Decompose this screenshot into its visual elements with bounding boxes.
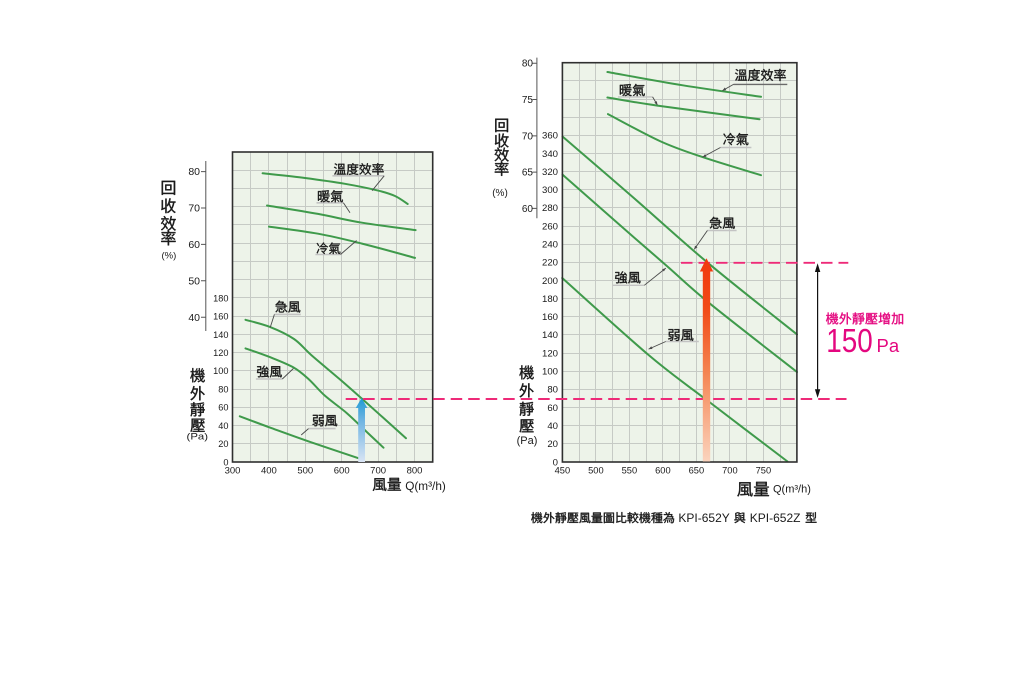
svg-text:Pa: Pa (877, 335, 900, 356)
svg-text:60: 60 (522, 204, 534, 215)
svg-text:20: 20 (547, 439, 558, 450)
svg-text:80: 80 (188, 166, 200, 178)
svg-text:300: 300 (225, 466, 241, 477)
svg-text:600: 600 (655, 466, 671, 476)
svg-text:300: 300 (542, 185, 558, 196)
svg-text:700: 700 (722, 466, 738, 476)
svg-text:500: 500 (297, 466, 313, 477)
svg-text:200: 200 (542, 276, 558, 287)
svg-text:120: 120 (213, 348, 228, 358)
svg-text:70: 70 (522, 131, 534, 142)
svg-text:160: 160 (542, 312, 558, 323)
svg-text:65: 65 (522, 168, 534, 179)
svg-text:160: 160 (213, 312, 228, 322)
svg-text:60: 60 (188, 239, 200, 251)
svg-text:40: 40 (188, 312, 200, 324)
svg-text:KPI-652Y: KPI-652Y (678, 511, 729, 525)
svg-text:700: 700 (370, 466, 386, 477)
svg-text:100: 100 (542, 367, 558, 378)
svg-text:40: 40 (547, 421, 558, 432)
svg-text:(Pa): (Pa) (187, 432, 209, 443)
svg-text:0: 0 (553, 457, 558, 468)
svg-text:360: 360 (542, 131, 558, 142)
svg-text:KPI-652Z: KPI-652Z (750, 511, 801, 525)
svg-text:450: 450 (555, 466, 571, 476)
svg-text:(%): (%) (492, 188, 508, 199)
svg-text:240: 240 (542, 240, 558, 251)
svg-text:60: 60 (547, 403, 558, 414)
svg-text:150: 150 (826, 323, 873, 360)
svg-text:0: 0 (223, 457, 228, 467)
svg-text:180: 180 (542, 294, 558, 305)
svg-text:75: 75 (522, 95, 534, 106)
svg-text:20: 20 (218, 439, 228, 449)
svg-text:60: 60 (218, 403, 228, 413)
svg-text:600: 600 (334, 466, 350, 477)
svg-text:750: 750 (756, 466, 772, 476)
svg-text:140: 140 (542, 330, 558, 341)
svg-text:180: 180 (213, 293, 228, 303)
svg-text:120: 120 (542, 348, 558, 359)
svg-text:260: 260 (542, 221, 558, 232)
svg-text:Q(m³/h): Q(m³/h) (405, 479, 446, 493)
svg-text:70: 70 (188, 203, 200, 215)
svg-text:40: 40 (218, 421, 228, 431)
svg-text:(Pa): (Pa) (517, 435, 538, 447)
svg-text:140: 140 (213, 330, 228, 340)
svg-text:100: 100 (213, 366, 228, 376)
svg-text:Q(m³/h): Q(m³/h) (773, 484, 811, 496)
svg-text:320: 320 (542, 167, 558, 178)
svg-text:220: 220 (542, 258, 558, 269)
svg-text:(%): (%) (162, 251, 177, 262)
svg-text:50: 50 (188, 275, 200, 287)
svg-text:80: 80 (522, 59, 534, 70)
svg-text:340: 340 (542, 149, 558, 160)
svg-text:550: 550 (622, 466, 638, 476)
svg-text:280: 280 (542, 203, 558, 214)
svg-text:800: 800 (407, 466, 423, 477)
svg-text:400: 400 (261, 466, 277, 477)
svg-text:80: 80 (218, 384, 228, 394)
svg-text:650: 650 (689, 466, 705, 476)
svg-text:500: 500 (588, 466, 604, 476)
svg-text:80: 80 (547, 385, 558, 396)
